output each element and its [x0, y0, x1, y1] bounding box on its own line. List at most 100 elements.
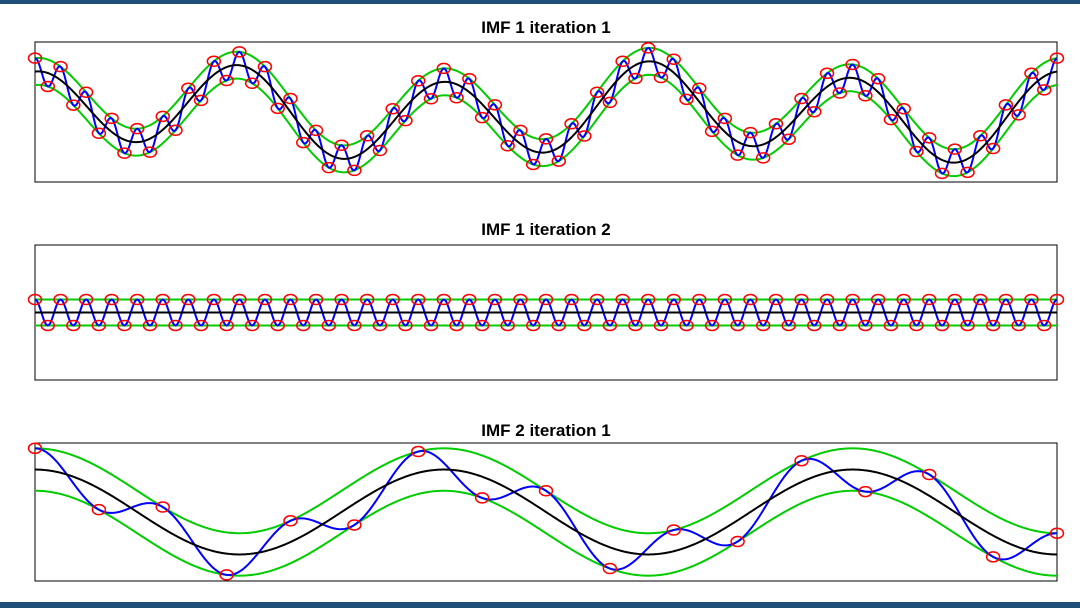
maximum-marker: [257, 293, 273, 306]
minimum-marker: [398, 319, 413, 332]
minimum-marker: [934, 319, 950, 332]
minimum-marker: [40, 319, 56, 332]
maximum-marker: [666, 524, 681, 536]
signal-line: [34, 46, 1058, 175]
minimum-marker: [296, 136, 311, 149]
minimum-marker: [398, 114, 413, 127]
maximum-marker: [922, 132, 937, 144]
maximum-marker: [462, 293, 477, 306]
minimum-marker: [883, 113, 899, 126]
minimum-marker: [449, 91, 464, 104]
maximum-marker: [436, 293, 452, 306]
minimum-marker: [883, 319, 899, 332]
maximum-marker: [538, 485, 554, 497]
chart-panel-3: IMF 2 iteration 1: [0, 421, 1080, 586]
minimum-marker: [347, 164, 362, 177]
maximum-marker: [589, 293, 605, 306]
maximum-marker: [692, 293, 707, 306]
maximum-marker: [283, 515, 298, 527]
minimum-marker: [602, 96, 618, 109]
maximum-marker: [104, 293, 119, 306]
minimum-marker: [168, 124, 183, 137]
minimum-marker: [142, 319, 158, 332]
maximum-marker: [538, 293, 554, 306]
minimum-marker: [525, 158, 541, 171]
maximum-marker: [27, 293, 43, 306]
chart-title: IMF 1 iteration 2: [481, 220, 611, 239]
maximum-marker: [1049, 527, 1065, 539]
maximum-marker: [1049, 293, 1065, 306]
minimum-marker: [858, 319, 873, 332]
maximum-marker: [564, 293, 579, 306]
minimum-marker: [500, 140, 515, 152]
minimum-marker: [960, 319, 975, 332]
maximum-marker: [513, 124, 528, 137]
chart-plot-imf1-iter2: [27, 244, 1065, 381]
minimum-marker: [270, 102, 285, 115]
maximum-marker: [155, 110, 170, 123]
maximum-marker: [27, 442, 43, 455]
minimum-marker: [244, 319, 260, 332]
maximum-marker: [819, 293, 835, 306]
minimum-marker: [525, 319, 541, 332]
minimum-marker: [985, 142, 1001, 155]
lower-envelope-line: [34, 489, 1058, 577]
minimum-marker: [117, 319, 132, 332]
minimum-marker: [960, 166, 975, 179]
minimum-marker: [321, 319, 337, 332]
minimum-marker: [807, 105, 822, 118]
minimum-marker: [91, 127, 107, 140]
maximum-marker: [411, 445, 426, 458]
maximum-marker: [78, 86, 94, 98]
minimum-marker: [347, 519, 362, 531]
maximum-marker: [768, 293, 784, 306]
minimum-marker: [985, 551, 1001, 563]
maximum-marker: [922, 293, 937, 306]
chart-title: IMF 2 iteration 1: [481, 421, 611, 440]
maximum-marker: [1024, 67, 1039, 80]
maximum-marker: [845, 58, 860, 71]
minimum-marker: [628, 72, 643, 85]
maximum-marker: [104, 112, 119, 125]
maximum-marker: [308, 124, 324, 137]
minimum-marker: [602, 562, 618, 575]
minimum-marker: [347, 319, 362, 332]
chart-panel-1: IMF 1 iteration 1: [0, 18, 1080, 183]
minimum-marker: [628, 319, 643, 332]
minimum-marker: [909, 145, 924, 158]
maximum-marker: [666, 53, 681, 65]
minimum-marker: [1036, 84, 1052, 96]
minimum-marker: [91, 503, 107, 516]
maximum-marker: [359, 130, 375, 142]
maximum-marker: [487, 99, 503, 111]
maximum-marker: [692, 82, 707, 95]
maximum-marker: [794, 293, 809, 306]
maximum-marker: [743, 293, 758, 306]
minimum-marker: [321, 161, 337, 174]
maximum-marker: [411, 75, 426, 87]
minimum-marker: [474, 319, 490, 332]
maximum-marker: [947, 293, 963, 306]
minimum-marker: [832, 319, 848, 332]
maximum-marker: [334, 293, 349, 306]
maximum-marker: [870, 293, 886, 306]
maximum-marker: [53, 293, 68, 306]
maximum-marker: [973, 130, 988, 142]
maximum-marker: [896, 293, 911, 306]
maximum-marker: [359, 293, 375, 306]
minimum-marker: [755, 152, 771, 164]
maximum-marker: [743, 126, 758, 139]
maximum-marker: [666, 293, 681, 306]
minimum-marker: [142, 146, 158, 158]
maximum-marker: [155, 293, 170, 306]
minimum-marker: [500, 319, 515, 332]
maximum-marker: [717, 293, 733, 306]
minimum-marker: [807, 319, 822, 332]
maximum-marker: [973, 293, 988, 306]
minimum-marker: [244, 77, 260, 90]
maximum-marker: [845, 293, 860, 306]
minimum-marker: [934, 167, 950, 180]
maximum-marker: [257, 60, 273, 73]
minimum-marker: [474, 111, 490, 124]
minimum-marker: [730, 149, 745, 161]
